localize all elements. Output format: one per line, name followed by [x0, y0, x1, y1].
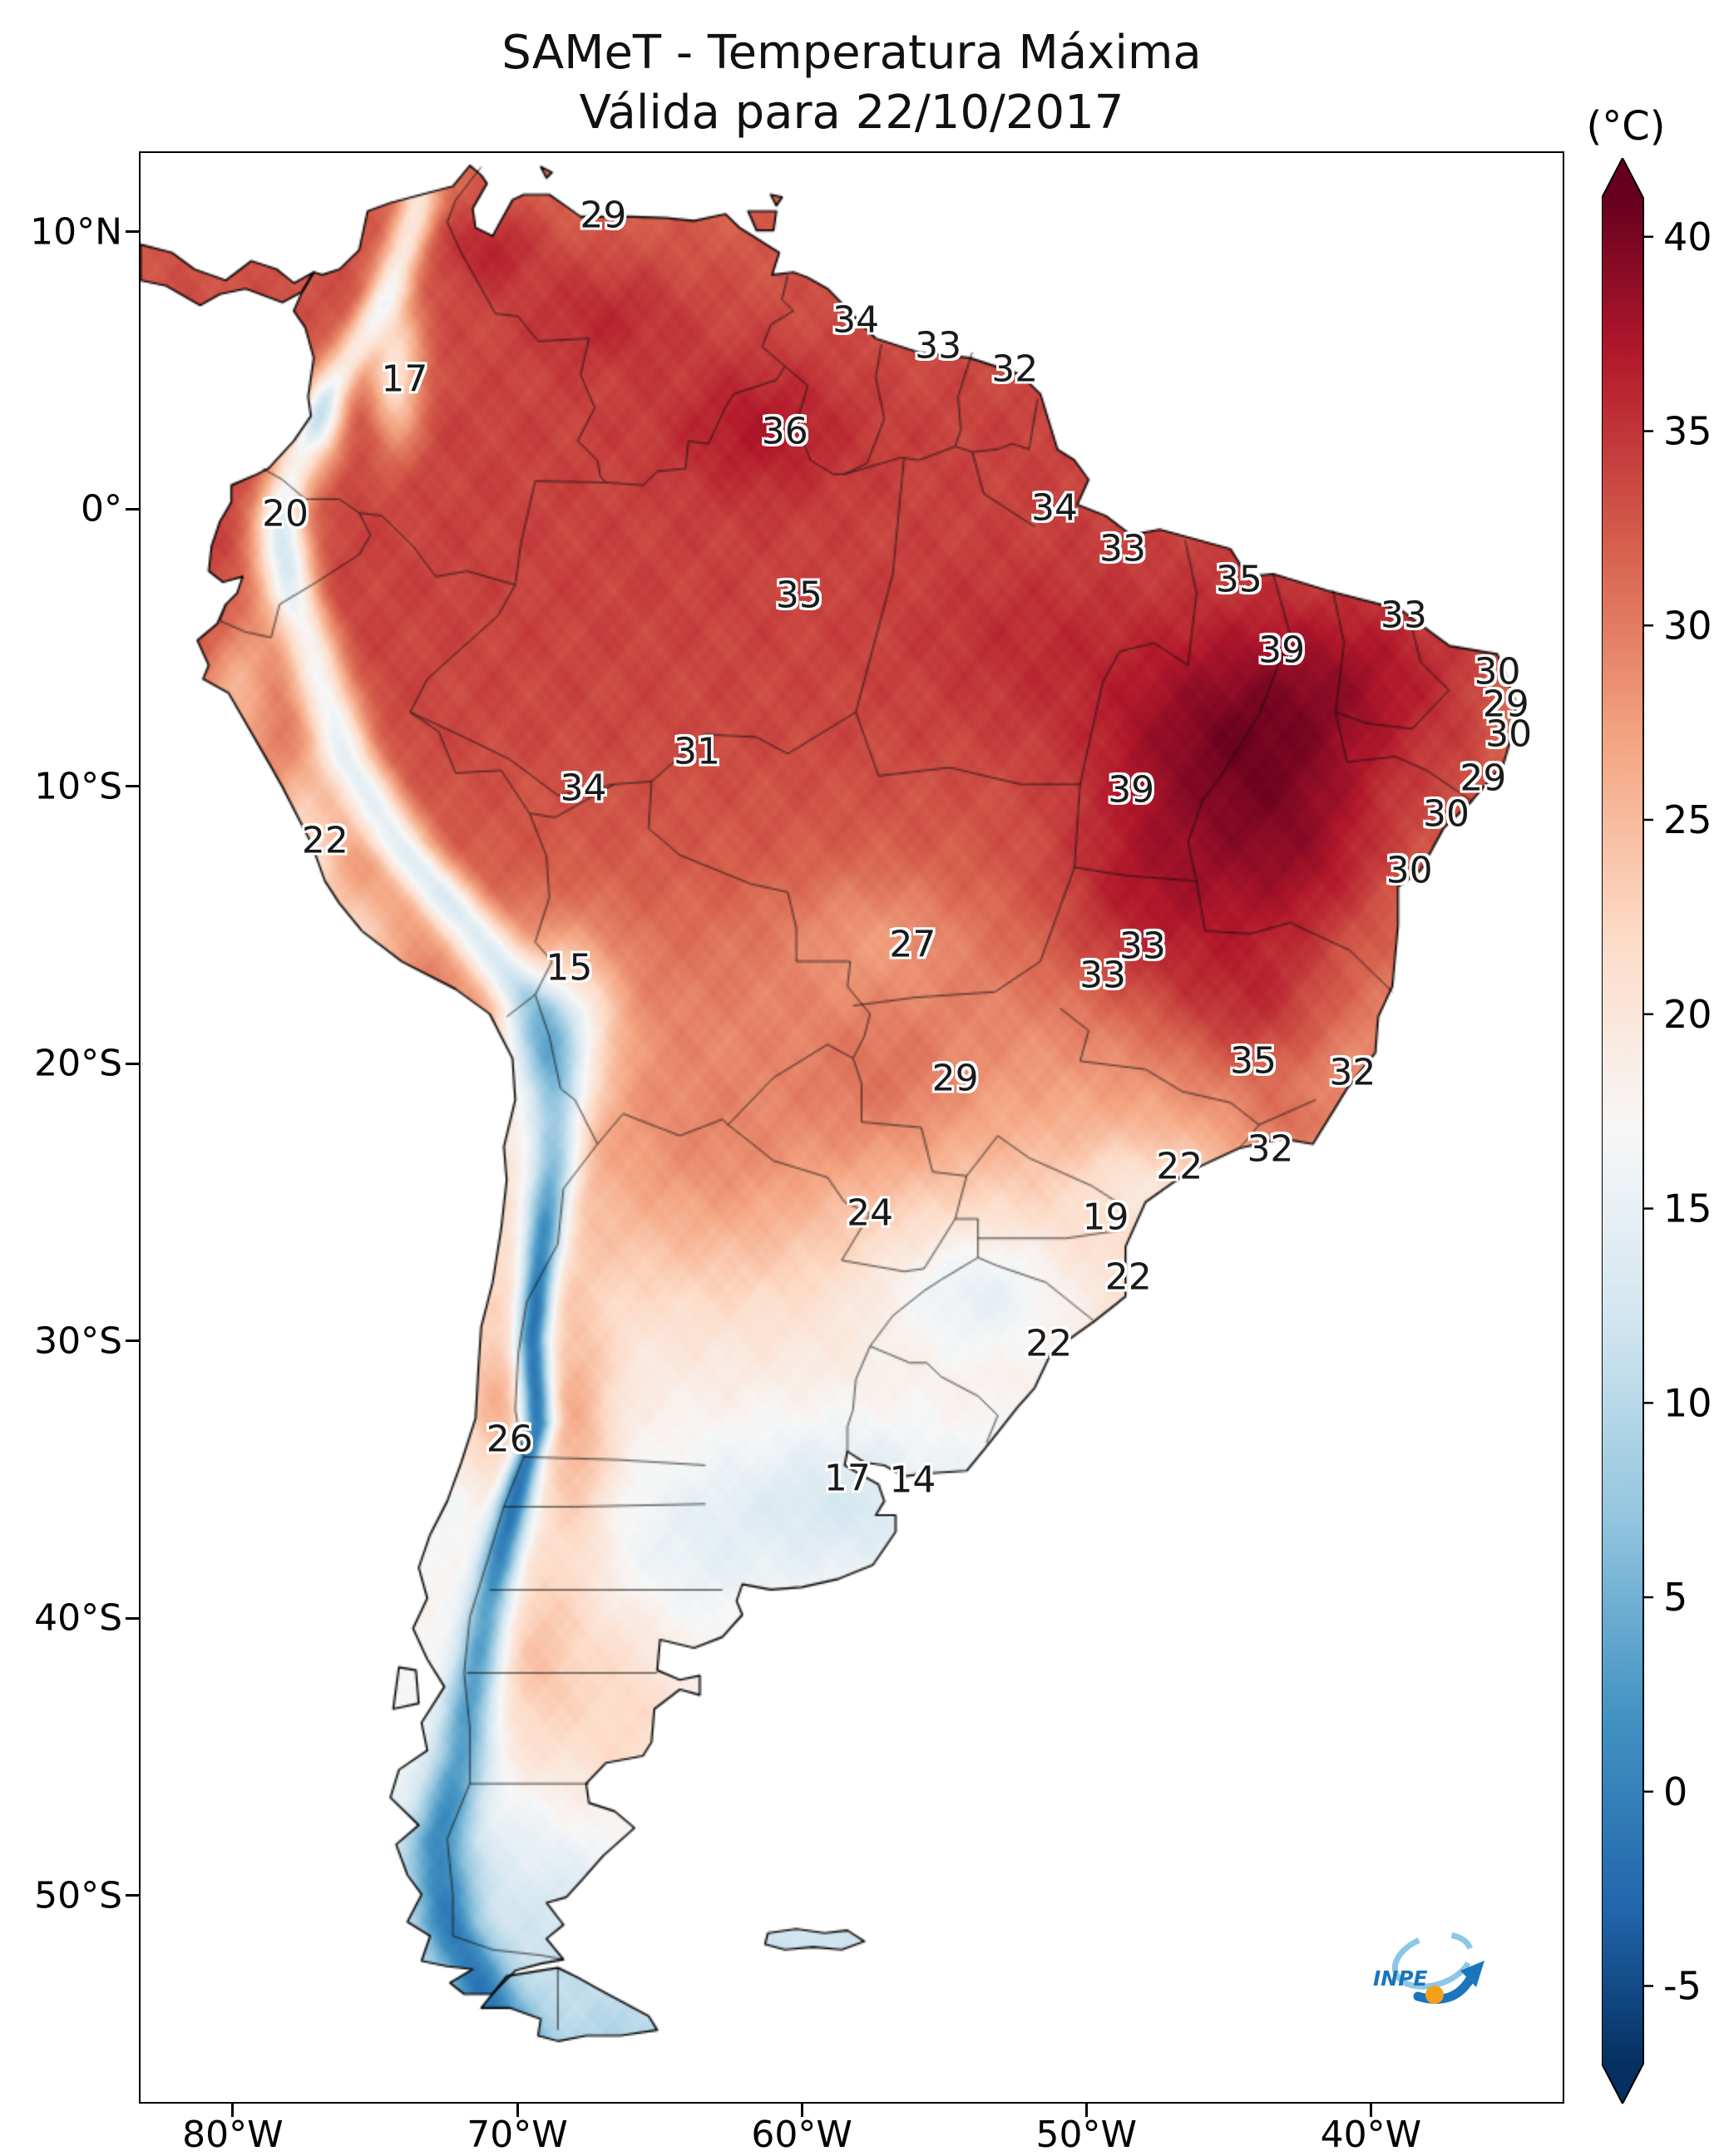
lon-tick-label: 40°W	[1320, 2114, 1422, 2156]
lat-tick-mark	[126, 785, 139, 788]
lon-tick-mark	[231, 2104, 235, 2117]
inpe-logo: INPE	[1373, 1932, 1484, 2004]
lat-tick-mark	[126, 1339, 139, 1343]
lat-tick-label: 20°S	[34, 1042, 122, 1085]
colorbar-tick-label: 10	[1663, 1380, 1712, 1425]
colorbar-tick-label: -5	[1663, 1964, 1702, 2009]
colorbar-tick-label: 0	[1663, 1769, 1687, 1814]
lat-tick-label: 50°S	[34, 1874, 122, 1917]
figure-title: SAMeT - Temperatura Máxima Válida para 2…	[139, 23, 1564, 143]
colorbar-tick-label: 40	[1663, 215, 1712, 259]
lat-tick-label: 10°N	[30, 210, 122, 254]
colorbar-gradient	[1601, 155, 1644, 2106]
inpe-logo-arrowhead	[1460, 1961, 1484, 1987]
inpe-logo-text: INPE	[1373, 1966, 1428, 1991]
inpe-logo-orange-dot	[1425, 1986, 1444, 2004]
colorbar-tick-label: 35	[1663, 409, 1712, 454]
colorbar-tick-label: 25	[1663, 797, 1712, 842]
lat-tick-label: 40°S	[34, 1596, 122, 1640]
colorbar-unit-label: (°C)	[1586, 103, 1666, 150]
title-line1: SAMeT - Temperatura Máxima	[501, 26, 1202, 80]
inpe-logo-arrow	[1413, 1972, 1476, 2004]
lon-tick-mark	[516, 2104, 519, 2117]
lat-tick-mark	[126, 1894, 139, 1897]
colorbar-tick-label: 20	[1663, 992, 1712, 1037]
colorbar-tick-label: 30	[1663, 603, 1712, 648]
map-frame: 29 34 33 32 17 36 20 34 33 35 35 33 39 30 29 30 31 34 39 29…	[139, 151, 1564, 2104]
temperature-map-canvas	[141, 153, 1563, 2102]
colorbar-svg: 40 35 30 25 20 15 10 5 0 -5	[1601, 155, 1712, 2106]
lon-tick-label: 70°W	[467, 2114, 568, 2156]
title-line2: Válida para 22/10/2017	[579, 86, 1124, 140]
lat-tick-mark	[126, 1062, 139, 1065]
lat-tick-mark	[126, 507, 139, 511]
lon-tick-mark	[1084, 2104, 1088, 2117]
lon-tick-mark	[1369, 2104, 1372, 2117]
lat-tick-mark	[126, 230, 139, 234]
colorbar-tick-label: 15	[1663, 1187, 1712, 1231]
colorbar-tick-label: 5	[1663, 1575, 1687, 1620]
lon-tick-mark	[800, 2104, 803, 2117]
lat-tick-label: 30°S	[34, 1320, 122, 1363]
lat-tick-mark	[126, 1616, 139, 1620]
lon-tick-label: 60°W	[751, 2114, 852, 2156]
lat-tick-label: 10°S	[34, 765, 122, 808]
lat-tick-label: 0°	[81, 487, 122, 530]
lon-tick-label: 50°W	[1035, 2114, 1137, 2156]
lon-tick-label: 80°W	[182, 2114, 284, 2156]
colorbar: 40 35 30 25 20 15 10 5 0 -5	[1601, 155, 1718, 2107]
